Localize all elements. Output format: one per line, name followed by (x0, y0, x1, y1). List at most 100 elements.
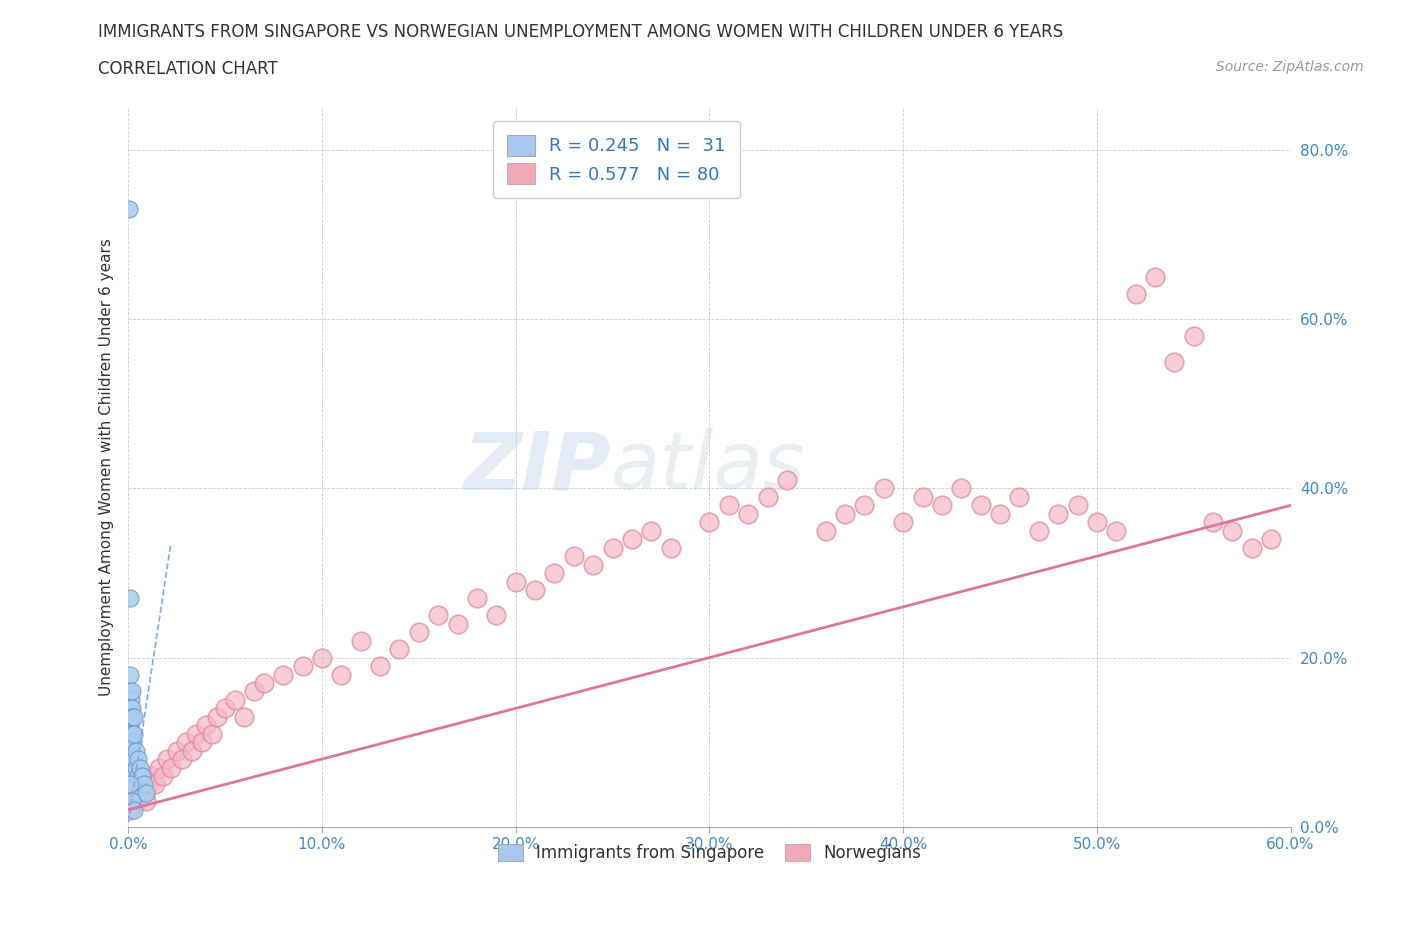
Point (120, 777, 142, 791)
Point (543, 565, 565, 580)
Point (834, 507, 856, 522)
Point (127, 786, 149, 801)
Point (122, 735, 145, 750)
Point (121, 751, 143, 766)
Point (950, 481, 973, 496)
Point (120, 710, 142, 724)
Point (127, 751, 149, 766)
Point (122, 803, 145, 817)
Point (207, 710, 229, 724)
Point (233, 710, 256, 724)
Point (127, 794, 149, 809)
Point (118, 667, 141, 682)
Point (172, 751, 194, 766)
Point (200, 726, 222, 741)
Point (121, 726, 143, 741)
Point (368, 658, 391, 673)
Point (717, 498, 740, 512)
Point (122, 768, 145, 783)
Point (122, 751, 145, 766)
Point (181, 743, 204, 758)
Point (120, 743, 142, 758)
Point (388, 642, 411, 657)
Point (121, 684, 143, 698)
Point (737, 507, 759, 522)
Point (465, 591, 488, 605)
Point (120, 718, 142, 733)
Point (127, 768, 149, 783)
Point (969, 498, 991, 512)
Point (118, 202, 141, 217)
Point (121, 794, 143, 809)
Point (1085, 515, 1108, 530)
Point (135, 794, 157, 809)
Point (148, 760, 170, 775)
Point (776, 472, 799, 487)
Point (128, 760, 150, 775)
Text: IMMIGRANTS FROM SINGAPORE VS NORWEGIAN UNEMPLOYMENT AMONG WOMEN WITH CHILDREN UN: IMMIGRANTS FROM SINGAPORE VS NORWEGIAN U… (98, 23, 1064, 41)
Point (176, 735, 198, 750)
Point (988, 507, 1011, 522)
Point (131, 777, 153, 791)
Point (156, 751, 179, 766)
Point (1125, 286, 1147, 301)
Point (166, 743, 188, 758)
Text: Source: ZipAtlas.com: Source: ZipAtlas.com (1216, 60, 1364, 74)
Point (891, 515, 914, 530)
Point (408, 625, 430, 640)
Point (120, 701, 142, 716)
Point (350, 633, 373, 648)
Point (1066, 498, 1088, 512)
Point (814, 524, 837, 538)
Point (152, 768, 174, 783)
Point (136, 777, 159, 791)
Point (524, 582, 547, 597)
Legend: Immigrants from Singapore, Norwegians: Immigrants from Singapore, Norwegians (492, 837, 928, 869)
Point (120, 693, 142, 708)
Point (120, 684, 142, 698)
Point (1182, 329, 1205, 344)
Point (121, 794, 143, 809)
Point (125, 760, 148, 775)
Point (756, 489, 779, 504)
Point (120, 803, 142, 817)
Point (582, 557, 605, 572)
Point (1105, 524, 1128, 538)
Point (131, 768, 153, 783)
Y-axis label: Unemployment Among Women with Children Under 6 years: Unemployment Among Women with Children U… (100, 238, 114, 697)
Point (931, 498, 953, 512)
Point (602, 540, 624, 555)
Point (224, 693, 246, 708)
Point (330, 667, 353, 682)
Point (132, 777, 155, 791)
Point (446, 617, 468, 631)
Point (1047, 507, 1070, 522)
Point (128, 786, 150, 801)
Point (125, 743, 148, 758)
Point (122, 710, 145, 724)
Point (505, 574, 527, 589)
Point (1163, 354, 1185, 369)
Point (132, 786, 155, 801)
Point (120, 591, 142, 605)
Point (145, 777, 167, 791)
Point (1143, 270, 1166, 285)
Point (125, 777, 148, 791)
Text: CORRELATION CHART: CORRELATION CHART (98, 60, 278, 78)
Point (121, 701, 143, 716)
Text: ZIP: ZIP (463, 429, 610, 506)
Point (271, 667, 294, 682)
Point (191, 735, 214, 750)
Point (873, 481, 896, 496)
Point (485, 608, 508, 623)
Point (184, 726, 207, 741)
Point (1202, 515, 1225, 530)
Point (253, 675, 276, 690)
Point (291, 658, 314, 673)
Point (1222, 524, 1244, 538)
Point (1008, 489, 1031, 504)
Point (121, 710, 143, 724)
Point (562, 549, 585, 564)
Point (640, 524, 662, 538)
Point (243, 684, 266, 698)
